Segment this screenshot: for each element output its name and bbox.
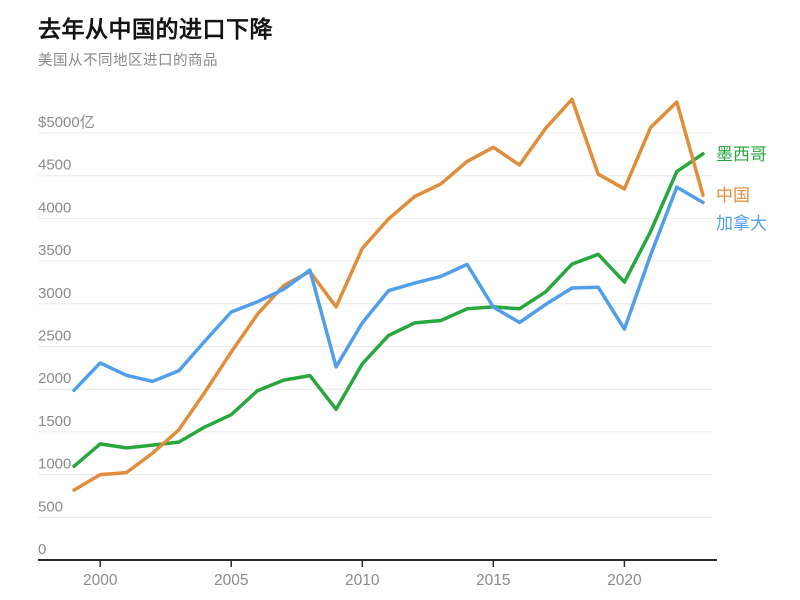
- x-tick-label: 2015: [476, 572, 510, 589]
- y-tick-label: 3000: [38, 285, 71, 302]
- y-tick-label: 3500: [38, 242, 71, 259]
- series-line-mexico: [72, 152, 705, 469]
- chart-title: 去年从中国的进口下降: [38, 16, 273, 42]
- x-tick-label: 2010: [345, 572, 380, 589]
- y-tick-label: $5000亿: [38, 114, 95, 131]
- series-line-china: [72, 97, 705, 492]
- y-tick-label: 0: [38, 541, 46, 558]
- y-tick-label: 4000: [38, 199, 71, 216]
- x-tick-label: 2020: [607, 572, 642, 589]
- y-tick-label: 4500: [38, 157, 71, 174]
- y-tick-label: 1000: [38, 456, 71, 473]
- legend-label-canada: 加拿大: [716, 213, 767, 233]
- x-tick-label: 2000: [83, 572, 118, 589]
- chart-subtitle: 美国从不同地区进口的商品: [38, 53, 218, 69]
- y-tick-label: 1500: [38, 413, 71, 430]
- y-tick-label: 500: [38, 498, 63, 515]
- legend-label-china: 中国: [716, 186, 750, 205]
- legend-label-mexico: 墨西哥: [716, 145, 767, 164]
- series-line-canada: [72, 185, 705, 393]
- x-tick-label: 2005: [214, 572, 248, 589]
- y-tick-label: 2000: [38, 370, 71, 387]
- y-tick-label: 2500: [38, 328, 71, 345]
